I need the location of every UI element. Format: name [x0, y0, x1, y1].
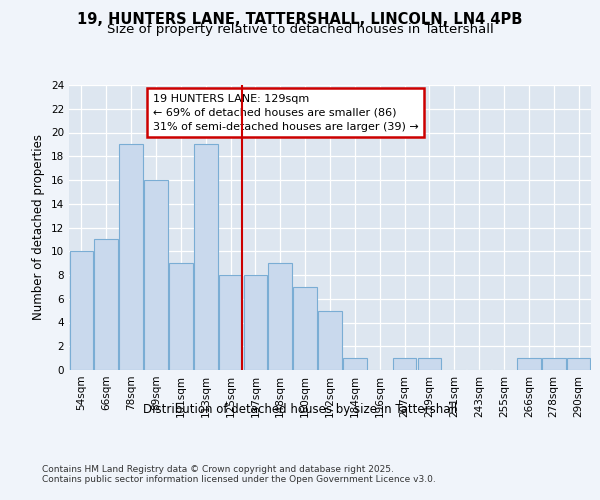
- Bar: [119, 144, 143, 370]
- Bar: [144, 180, 168, 370]
- Bar: [343, 358, 367, 370]
- Text: 19, HUNTERS LANE, TATTERSHALL, LINCOLN, LN4 4PB: 19, HUNTERS LANE, TATTERSHALL, LINCOLN, …: [77, 12, 523, 28]
- Bar: [318, 310, 342, 370]
- Bar: [219, 275, 242, 370]
- Bar: [169, 263, 193, 370]
- Bar: [542, 358, 566, 370]
- Y-axis label: Number of detached properties: Number of detached properties: [32, 134, 46, 320]
- Text: Distribution of detached houses by size in Tattershall: Distribution of detached houses by size …: [143, 402, 457, 415]
- Bar: [194, 144, 218, 370]
- Bar: [517, 358, 541, 370]
- Bar: [393, 358, 416, 370]
- Bar: [94, 240, 118, 370]
- Text: Size of property relative to detached houses in Tattershall: Size of property relative to detached ho…: [107, 22, 493, 36]
- Text: 19 HUNTERS LANE: 129sqm
← 69% of detached houses are smaller (86)
31% of semi-de: 19 HUNTERS LANE: 129sqm ← 69% of detache…: [152, 94, 418, 132]
- Bar: [268, 263, 292, 370]
- Text: Contains public sector information licensed under the Open Government Licence v3: Contains public sector information licen…: [42, 475, 436, 484]
- Bar: [244, 275, 267, 370]
- Bar: [567, 358, 590, 370]
- Bar: [293, 287, 317, 370]
- Bar: [70, 251, 93, 370]
- Text: Contains HM Land Registry data © Crown copyright and database right 2025.: Contains HM Land Registry data © Crown c…: [42, 465, 394, 474]
- Bar: [418, 358, 441, 370]
